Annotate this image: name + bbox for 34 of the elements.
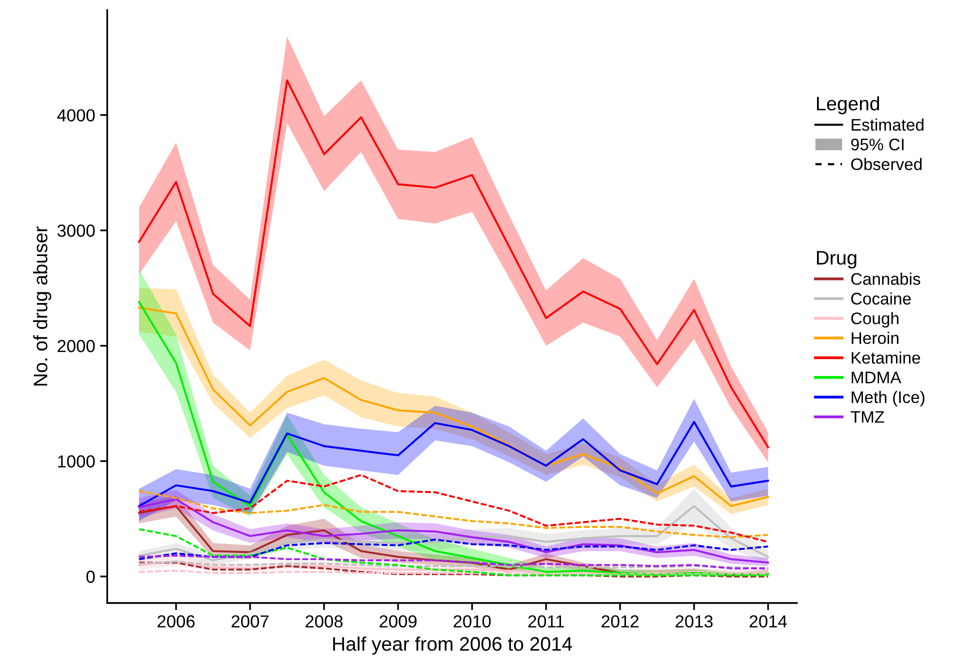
text: Estimated <box>852 118 924 131</box>
line-series <box>138 490 770 538</box>
x-axis-title: Half year from 2006 to 2014 <box>333 636 572 655</box>
x-tick-label: 2010 <box>454 615 491 628</box>
legend-label: Heroin <box>852 332 898 344</box>
x-tick-label: 2012 <box>602 615 639 628</box>
legend-title: Drug <box>816 251 856 268</box>
y-tick-label: 4000 <box>57 109 95 122</box>
y-tick-label: 2000 <box>58 340 95 352</box>
y-axis-title: No. of drug abuser <box>33 226 52 386</box>
line-series <box>138 474 770 543</box>
x-tick-label: 2014 <box>750 615 787 628</box>
x-tick-label: 2011 <box>528 615 564 628</box>
legend-label: Cough <box>851 312 898 328</box>
legend-label: Cocaine <box>851 292 911 305</box>
x-tick-label: 2006 <box>158 615 195 628</box>
line-series <box>138 538 770 560</box>
legend-label: Meth (Ice) <box>852 390 924 406</box>
line-series <box>138 420 770 508</box>
line-series <box>138 554 770 570</box>
legend-label: MDMA <box>852 372 902 384</box>
legend-label: Ketamine <box>852 351 920 364</box>
x-tick-label: 2013 <box>676 615 713 628</box>
text: Legend <box>816 96 880 114</box>
text: Observed <box>851 158 922 170</box>
x-tick-label: 2007 <box>232 615 268 628</box>
legend-label: Cannabis <box>851 272 920 285</box>
y-tick-label: 1000 <box>58 455 95 468</box>
y-tick-label: 0 <box>86 570 95 583</box>
text: 95% CI <box>851 138 904 150</box>
x-tick-label: 2008 <box>306 615 343 628</box>
legend-label: TMZ <box>850 411 884 423</box>
x-tick-label: 2009 <box>380 615 417 628</box>
y-tick-label: 3000 <box>57 224 95 237</box>
